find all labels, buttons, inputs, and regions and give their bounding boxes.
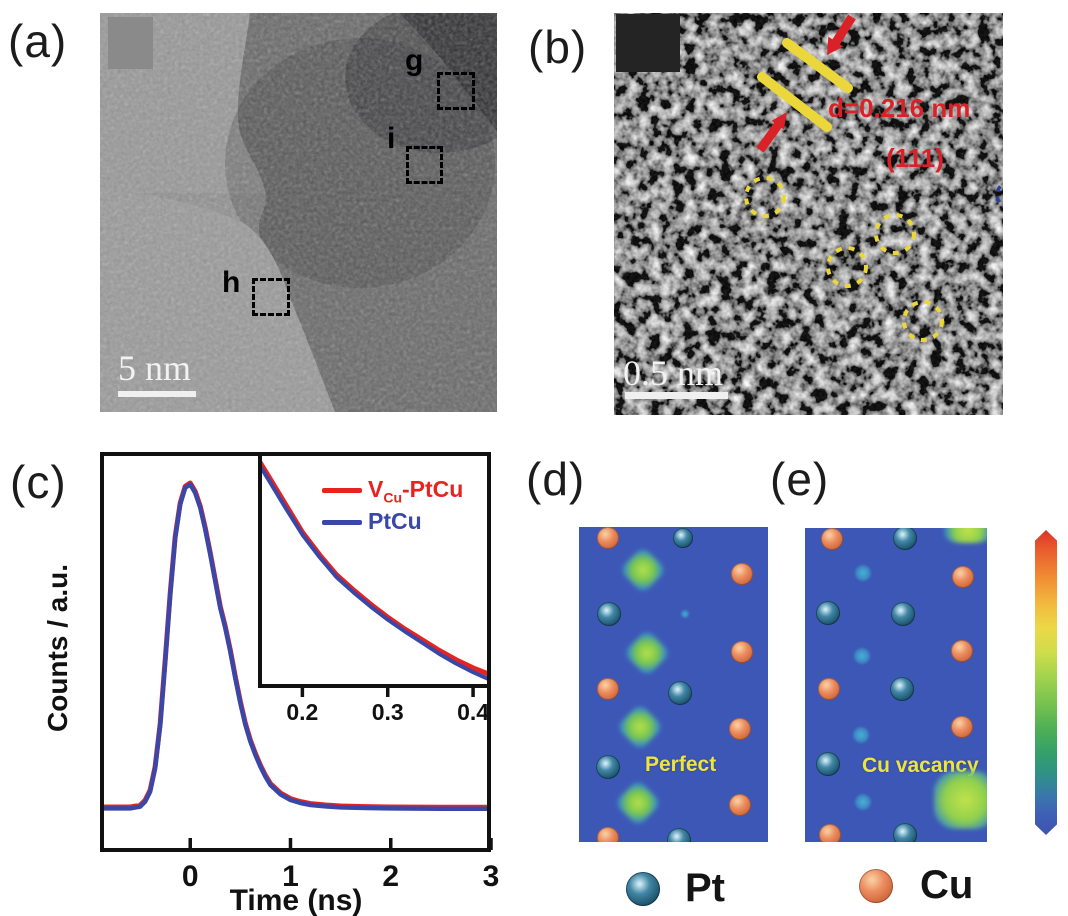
charge-density-blob [944,528,987,543]
region-label-i: i [387,122,396,155]
panel-a-tem-image: g i h 5 nm [100,13,497,412]
pt-atom [597,602,621,626]
cu-atom-legend-icon [859,869,893,903]
scale-bar-text-a: 5 nm [118,348,192,388]
pt-atom [893,823,917,842]
decay-chart: 0 1 2 3 0.2 0.3 0.4 [100,452,499,893]
cu-atom [731,563,753,585]
x-tick-label: 2 [382,860,399,893]
charge-density-lobe [615,702,665,752]
lattice-fringe-lines [757,38,853,132]
inset-tick-label: 0.3 [372,699,404,725]
inset-curves [260,457,489,682]
cu-atom [821,528,843,550]
cu-atom [597,827,619,842]
vacancy-circle [744,176,786,218]
charge-density-map-cu-vacancy: Cu vacancy [805,528,987,842]
legend-swatch-blue [322,520,362,526]
tem-micrograph-a [100,13,497,412]
cu-atom [597,678,619,700]
vacancy-circle [902,300,944,342]
cu-atom [819,824,841,842]
inset-tick-label: 0.4 [457,699,489,725]
d-spacing-arrows [756,14,856,153]
region-box-g [437,72,475,110]
y-axis-label: Counts / a.u. [42,564,73,732]
cu-atom [951,640,973,662]
scale-bar-text-b: 0.5 nm [623,353,724,393]
axis-ticks: 0 1 2 3 0.2 0.3 0.4 [182,688,499,893]
colorbar [1035,530,1057,835]
vacancy-circles [744,176,944,342]
blanked-region-a [108,17,153,69]
curve-ptcu [102,482,487,811]
panel-a-label: (a) [8,15,68,67]
charge-density-dot [853,727,869,743]
pt-atom [668,681,692,705]
panel-c-label: (c) [10,456,67,508]
cu-atom [952,566,974,588]
d-spacing-text: d=0.216 nm [828,93,971,123]
panel-b-stem-image: d=0.216 nm (111) 0.5 nm [614,13,1003,415]
main-curves [102,480,487,811]
region-box-h [252,278,290,316]
scale-bar-a [118,391,196,397]
blanked-region-b [616,14,680,72]
charge-density-dot [855,565,871,581]
inset-frame [258,452,491,688]
stem-micrograph-b [614,13,1003,415]
pt-atom [891,602,915,626]
charge-density-lobe [613,778,663,828]
pt-atom [816,752,840,776]
legend-entry-ptcu: PtCu [322,508,422,538]
panel-d-label: (d) [526,453,586,505]
cu-atom [597,527,619,549]
vacancy-circle [826,246,868,288]
pt-atom [816,601,840,625]
pt-atom [596,755,620,779]
charge-density-lobe [622,628,672,678]
inset-tick-label: 0.2 [286,699,318,725]
pt-atom [672,527,694,549]
caption-perfect: Perfect [645,753,717,776]
cu-atom [729,718,751,740]
legend-text-vcu-ptcu: VCu-PtCu [368,476,464,506]
region-label-g: g [405,44,424,77]
panel-e-label: (e) [770,453,830,505]
cu-atom [729,794,751,816]
charge-density-dot [855,794,871,810]
plane-index-text: (111) [886,143,944,173]
x-axis-label: Time (ns) [229,884,363,916]
charge-density-dot [854,648,870,664]
scale-bar-b [625,392,728,399]
cu-atom [818,678,840,700]
legend-swatch-red [322,488,362,494]
charge-density-dot [680,609,690,619]
panel-b-label: (b) [528,21,588,73]
pt-atom [893,528,917,550]
inset-curve-ptcu [260,462,489,682]
cu-atom [951,716,973,738]
x-tick-label: 3 [483,860,500,893]
region-label-h: h [222,266,241,299]
charge-density-lobe [618,545,668,595]
x-tick-label: 0 [182,860,199,893]
cu-legend-label: Cu [920,863,974,907]
cu-atom [731,641,753,663]
pt-atom-legend-icon [626,872,660,906]
legend-text-ptcu: PtCu [368,508,422,534]
pt-atom [890,677,914,701]
charge-density-blob [934,771,987,829]
main-plot-frame [100,452,491,852]
vacancy-circle [874,213,916,255]
legend-entry-vcu-ptcu: VCu-PtCu [322,476,463,506]
charge-density-map-perfect: Perfect [579,527,768,842]
pt-atom [667,828,691,842]
x-tick-label: 1 [282,860,299,893]
region-box-i [406,146,443,184]
pt-legend-label: Pt [685,866,725,910]
